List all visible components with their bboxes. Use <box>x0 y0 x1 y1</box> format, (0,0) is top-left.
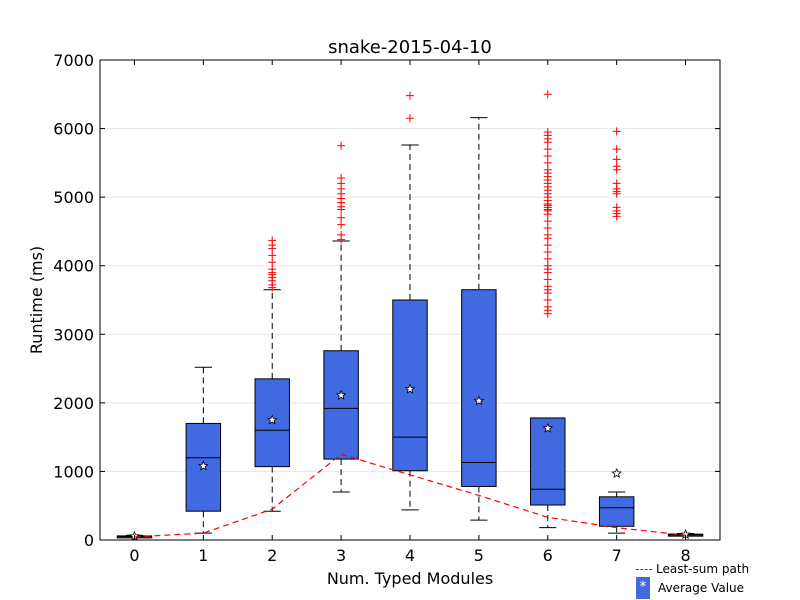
box-4 <box>392 91 428 511</box>
outlier-point <box>543 282 552 291</box>
y-tick-label: 1000 <box>53 462 94 481</box>
outlier-point <box>268 265 277 274</box>
outlier-point <box>543 296 552 304</box>
iqr-box <box>254 378 290 468</box>
outlier-point <box>543 224 552 232</box>
x-tick-label: 8 <box>680 546 690 565</box>
outlier-point <box>612 179 621 188</box>
least-sum-path <box>134 453 686 538</box>
x-tick-label: 2 <box>267 546 277 565</box>
legend-entry-average-value: * Average Value <box>636 577 744 599</box>
x-tick-label: 1 <box>198 546 208 565</box>
box-series <box>116 90 704 541</box>
outlier-point <box>543 254 552 263</box>
x-tick-label: 3 <box>336 546 346 565</box>
x-tick-label: 4 <box>405 546 415 565</box>
box-1 <box>185 366 222 534</box>
x-tick-label: 6 <box>543 546 553 565</box>
legend-label: Least-sum path <box>656 562 750 576</box>
y-tick-label: 3000 <box>53 325 94 344</box>
x-tick-label: 0 <box>129 546 139 565</box>
outlier-point <box>406 114 414 123</box>
iqr-box <box>323 350 359 460</box>
outlier-point <box>543 241 552 250</box>
mean-marker <box>473 395 485 406</box>
mean-marker <box>335 389 347 400</box>
outlier-point <box>337 173 346 182</box>
mean-marker <box>542 422 554 433</box>
outlier-point <box>543 145 552 154</box>
legend-entry-least-sum-path: Least-sum path <box>636 562 749 576</box>
outlier-point <box>268 251 277 260</box>
mean-marker <box>198 460 209 471</box>
x-tick-label: 5 <box>474 546 484 565</box>
x-axis-ticks: 0 1 2 3 4 5 6 7 8 <box>129 60 691 565</box>
box-5 <box>461 117 497 521</box>
outlier-point <box>612 162 621 171</box>
box-6 <box>530 90 566 529</box>
y-tick-label: 6000 <box>53 120 94 139</box>
outlier-point <box>268 258 277 267</box>
legend: Least-sum path * Average Value <box>636 562 786 600</box>
outlier-point <box>543 158 552 167</box>
outlier-point <box>612 203 621 212</box>
iqr-box <box>530 417 566 506</box>
y-axis-ticks: 0 1000 2000 3000 4000 5000 6000 7000 <box>53 51 720 550</box>
outlier-point <box>406 91 414 100</box>
outlier-point <box>543 230 552 239</box>
outlier-point <box>543 128 552 136</box>
y-tick-label: 5000 <box>53 188 94 207</box>
outlier-point <box>543 90 552 99</box>
outlier-point <box>543 152 552 160</box>
outlier-point <box>543 275 552 284</box>
y-tick-label: 4000 <box>53 257 94 276</box>
legend-label: Average Value <box>658 581 745 595</box>
outlier-point <box>337 213 346 222</box>
least-sum-path-line <box>134 453 686 538</box>
dashed-line-icon <box>636 568 652 570</box>
mean-marker <box>404 383 416 394</box>
box-3 <box>323 141 359 493</box>
outlier-point <box>337 220 346 229</box>
outlier-point <box>543 302 552 311</box>
outlier-point <box>612 155 621 164</box>
y-tick-label: 7000 <box>53 51 94 70</box>
iqr-box <box>461 289 497 488</box>
outlier-point <box>543 165 552 174</box>
outlier-point <box>612 145 621 154</box>
outlier-point <box>337 230 346 239</box>
box-2 <box>254 236 290 512</box>
star-icon: * <box>636 577 650 599</box>
box-7 <box>598 127 635 534</box>
outlier-point <box>268 236 277 245</box>
outlier-point <box>612 127 621 136</box>
x-tick-label: 7 <box>612 546 622 565</box>
mean-marker <box>266 414 278 425</box>
outlier-point <box>337 141 346 150</box>
chart-title: snake-2015-04-10 <box>328 37 492 58</box>
outlier-point <box>543 217 552 226</box>
y-tick-label: 0 <box>84 531 94 550</box>
mean-marker <box>611 467 622 478</box>
y-tick-label: 2000 <box>53 394 94 413</box>
x-axis-label: Num. Typed Modules <box>327 569 493 588</box>
y-axis-label: Runtime (ms) <box>27 246 46 354</box>
outlier-point <box>543 261 552 270</box>
outlier-point <box>543 248 552 256</box>
iqr-box <box>598 496 635 527</box>
